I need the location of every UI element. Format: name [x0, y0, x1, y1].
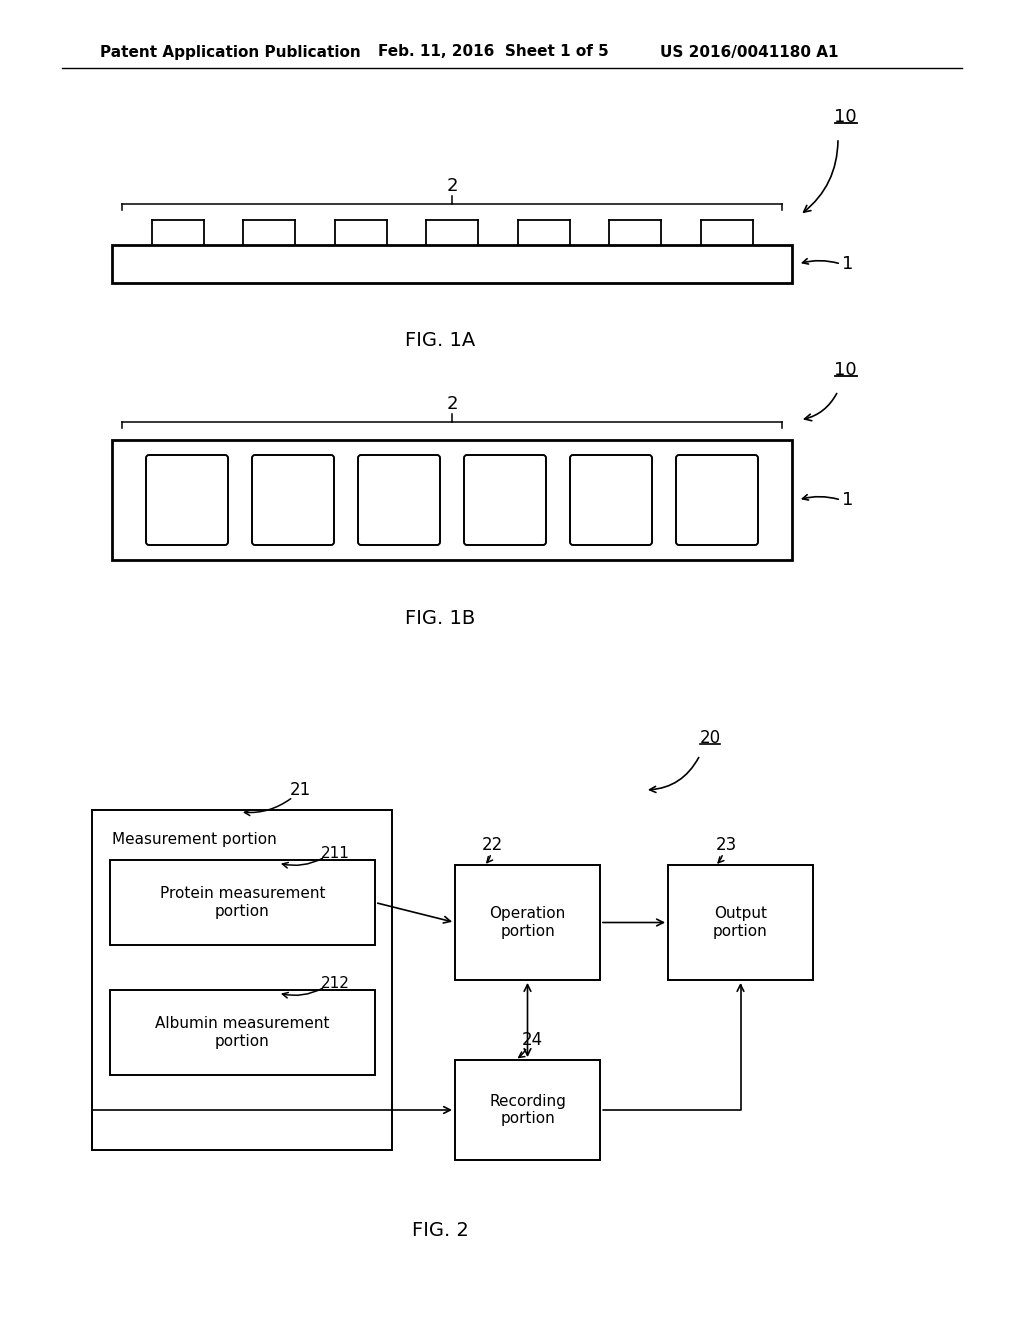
Bar — [110, 861, 375, 945]
Text: Feb. 11, 2016  Sheet 1 of 5: Feb. 11, 2016 Sheet 1 of 5 — [378, 45, 608, 59]
FancyBboxPatch shape — [570, 455, 652, 545]
Text: 211: 211 — [321, 846, 349, 862]
Text: 22: 22 — [481, 836, 503, 854]
Bar — [455, 1060, 600, 1160]
Text: FIG. 1A: FIG. 1A — [404, 330, 475, 350]
Text: 2: 2 — [446, 177, 458, 195]
Text: 10: 10 — [834, 360, 856, 379]
Text: FIG. 2: FIG. 2 — [412, 1221, 468, 1239]
Text: Recording
portion: Recording portion — [489, 1094, 566, 1126]
Bar — [112, 440, 792, 560]
Text: Protein measurement
portion: Protein measurement portion — [160, 886, 326, 919]
FancyBboxPatch shape — [464, 455, 546, 545]
Text: Albumin measurement
portion: Albumin measurement portion — [156, 1016, 330, 1048]
FancyBboxPatch shape — [676, 455, 758, 545]
FancyBboxPatch shape — [146, 455, 228, 545]
Text: 10: 10 — [834, 108, 856, 125]
Text: 24: 24 — [521, 1031, 543, 1049]
Text: 2: 2 — [446, 395, 458, 413]
FancyBboxPatch shape — [358, 455, 440, 545]
Text: US 2016/0041180 A1: US 2016/0041180 A1 — [660, 45, 839, 59]
Text: 20: 20 — [699, 729, 721, 747]
Text: 1: 1 — [843, 491, 854, 510]
Text: Patent Application Publication: Patent Application Publication — [100, 45, 360, 59]
Text: Operation
portion: Operation portion — [489, 907, 565, 939]
Text: 23: 23 — [716, 836, 736, 854]
Text: FIG. 1B: FIG. 1B — [404, 609, 475, 627]
Text: 212: 212 — [321, 977, 349, 991]
FancyBboxPatch shape — [252, 455, 334, 545]
Text: 1: 1 — [843, 255, 854, 273]
Text: 21: 21 — [290, 781, 310, 799]
Bar — [110, 990, 375, 1074]
Bar — [668, 865, 813, 979]
Text: Measurement portion: Measurement portion — [112, 832, 276, 847]
Bar — [112, 246, 792, 282]
Bar — [92, 810, 392, 1150]
Bar — [455, 865, 600, 979]
Text: Output
portion: Output portion — [713, 907, 768, 939]
